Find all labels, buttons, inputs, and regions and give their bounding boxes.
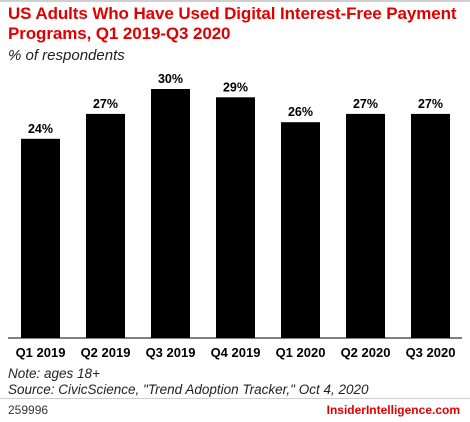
data-label: 30% — [158, 72, 183, 86]
bar-q2-2020 — [346, 113, 385, 339]
labels-group: 24% Q1 2019 27% Q2 2019 30% Q3 2019 29% Q4 2019… — [16, 72, 456, 360]
data-label: 26% — [288, 105, 313, 119]
data-label: 24% — [28, 122, 53, 136]
data-label: 27% — [93, 97, 118, 111]
x-tick-label: Q2 2019 — [81, 345, 131, 360]
chart-note: Note: ages 18+ — [8, 366, 100, 381]
chart-title: US Adults Who Have Used Digital Interest… — [8, 4, 457, 43]
x-tick-label: Q3 2019 — [146, 345, 196, 360]
data-label: 27% — [353, 97, 378, 111]
brand-logo-text: InsiderIntelligence.com — [326, 403, 460, 417]
bar-q1-2020 — [281, 122, 320, 338]
bar-q4-2019 — [216, 97, 255, 338]
bar-q3-2020 — [411, 113, 450, 339]
x-tick-label: Q1 2020 — [276, 345, 326, 360]
chart-id: 259996 — [8, 403, 49, 417]
chart-source: Source: CivicScience, "Trend Adoption Tr… — [8, 382, 369, 397]
chart-subtitle: % of respondents — [8, 47, 125, 64]
bottom-rule — [0, 398, 470, 399]
bar-q3-2019 — [151, 89, 190, 338]
bars-group — [21, 89, 450, 339]
x-tick-label: Q1 2019 — [16, 345, 66, 360]
bar-q2-2019 — [86, 113, 125, 339]
x-tick-label: Q4 2019 — [211, 345, 261, 360]
x-tick-label: Q3 2020 — [406, 345, 456, 360]
top-rule — [0, 0, 470, 2]
x-tick-label: Q2 2020 — [341, 345, 391, 360]
data-label: 27% — [418, 97, 443, 111]
bar-q1-2019 — [21, 138, 60, 338]
data-label: 29% — [223, 80, 248, 94]
